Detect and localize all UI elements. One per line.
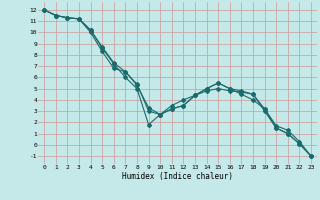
X-axis label: Humidex (Indice chaleur): Humidex (Indice chaleur): [122, 172, 233, 181]
